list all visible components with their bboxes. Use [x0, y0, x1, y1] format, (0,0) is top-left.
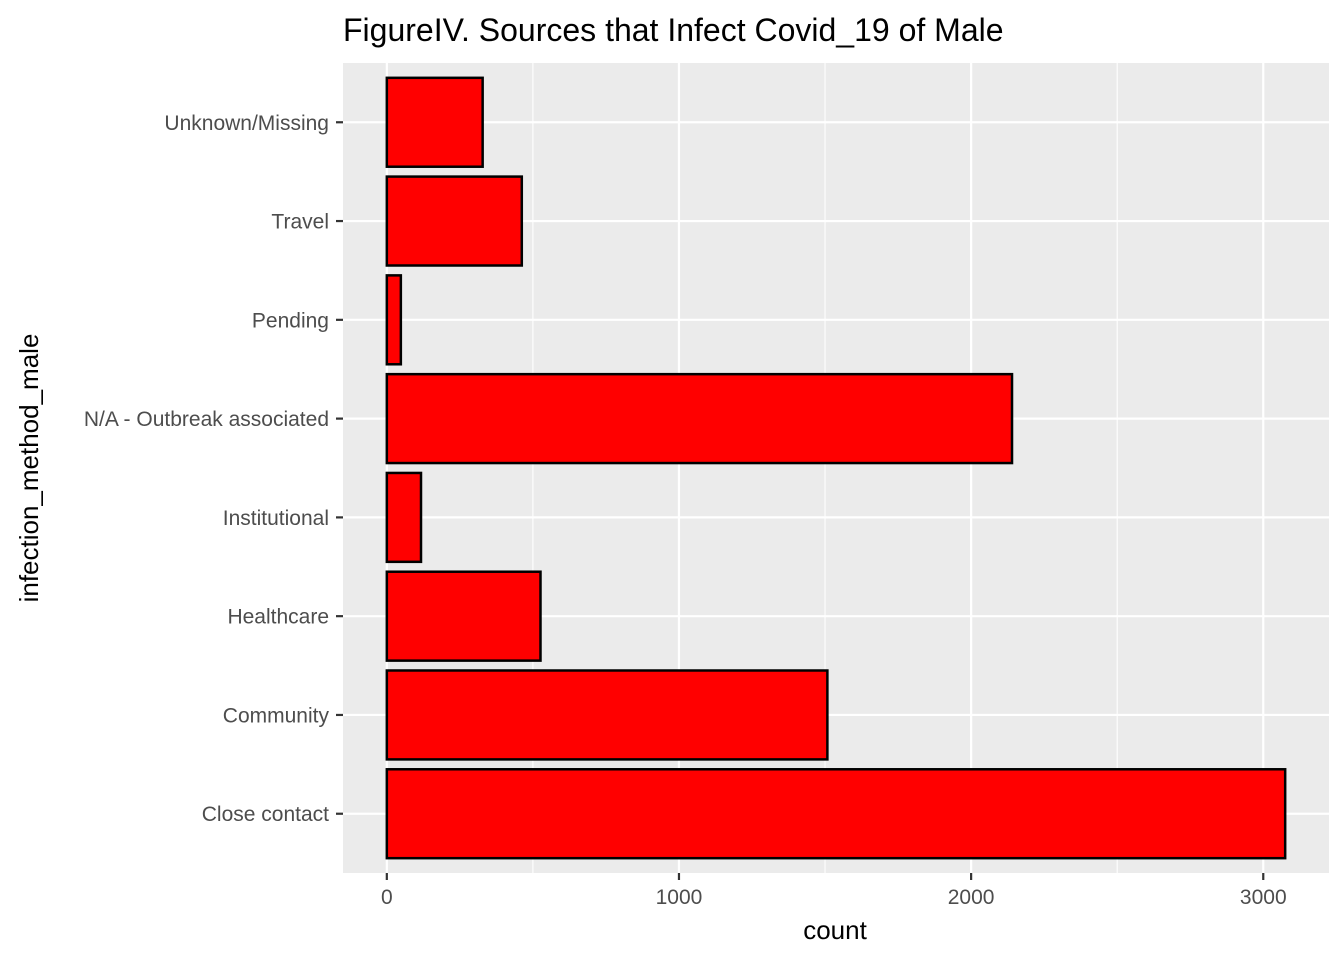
- y-axis: Close contact Community Healthcare Institut…: [84, 112, 343, 826]
- y-tick-label: N/A - Outbreak associated: [84, 408, 329, 431]
- bar-institutional: [385, 471, 423, 564]
- x-axis: 0 1000 2000 3000: [381, 873, 1287, 909]
- y-tick-label: Institutional: [223, 507, 329, 530]
- bars: [385, 76, 1287, 860]
- bar-unknown-missing: [385, 76, 484, 168]
- y-tick-label: Healthcare: [227, 606, 329, 629]
- bar-n-a-outbreak-associated: [385, 372, 1014, 465]
- y-tick-label: Community: [223, 704, 330, 727]
- y-tick-label: Close contact: [202, 803, 329, 826]
- x-axis-title: count: [803, 915, 867, 945]
- y-tick-label: Unknown/Missing: [164, 112, 329, 135]
- y-tick-label: Pending: [252, 309, 329, 332]
- bar-community: [385, 669, 829, 761]
- bar-close-contact: [385, 768, 1287, 860]
- bar-pending: [385, 274, 403, 366]
- chart-title: FigureIV. Sources that Infect Covid_19 o…: [343, 12, 1004, 48]
- bar-travel: [385, 175, 524, 267]
- x-tick-label: 2000: [948, 886, 995, 909]
- x-tick-label: 0: [381, 886, 393, 909]
- x-tick-label: 3000: [1240, 886, 1287, 909]
- y-tick-label: Travel: [271, 211, 329, 234]
- bar-healthcare: [385, 570, 542, 662]
- x-tick-label: 1000: [656, 886, 703, 909]
- y-axis-title: infection_method_male: [14, 334, 44, 603]
